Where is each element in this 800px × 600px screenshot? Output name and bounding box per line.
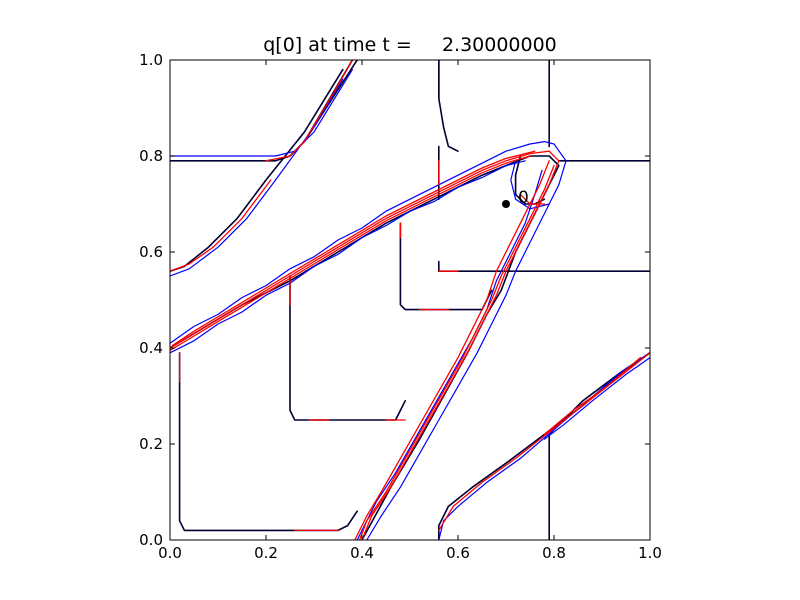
marker-layer: 0 [502, 188, 529, 208]
y-tick-label-3: 0.6 [139, 243, 163, 261]
contour-navy-line-0-4 [289, 275, 407, 421]
plot-frame [169, 59, 651, 541]
contour-blue-line-2-1 [170, 160, 526, 354]
x-tick-label-4: 0.8 [542, 544, 566, 562]
contour-red-line-3-18 [519, 193, 546, 205]
x-tick-label-1: 0.2 [254, 544, 278, 562]
contour-red-line-3-6 [265, 60, 354, 162]
y-tick-label-1: 0.2 [139, 435, 163, 453]
x-tick-label-3: 0.6 [446, 544, 470, 562]
y-tick-label-2: 0.4 [139, 339, 163, 357]
contour-blue-line-2-0 [170, 141, 567, 344]
contour-red-line-3-3 [361, 160, 560, 540]
contour-blue-line-2-2 [366, 160, 567, 540]
contour-red-line-3-9 [543, 356, 642, 436]
contour-navy-line-0-6 [514, 155, 546, 205]
y-tick-label-4: 0.8 [139, 147, 163, 165]
marker-point [502, 200, 510, 208]
axis-ticks: 0.0 0.2 0.4 0.6 0.8 1.0 0.0 0.2 0.4 0.6 0.8 1.0 [139, 51, 662, 562]
contour-blue-line-2-8 [510, 160, 550, 210]
y-tick-label-5: 1.0 [139, 51, 163, 69]
contour-blue-line-2-7 [543, 357, 650, 440]
contour-navy-line-0-3 [178, 351, 359, 532]
contour-red-line-3-2 [171, 150, 536, 347]
chart-title: q[0] at time t = 2.30000000 [263, 34, 557, 56]
marker-label: 0 [518, 188, 529, 208]
contour-blue-line-2-5 [170, 78, 344, 277]
plot-background [170, 60, 650, 540]
x-tick-label-2: 0.4 [350, 544, 374, 562]
contour-red-line-3-1 [170, 155, 531, 352]
x-tick-label-0: 0.0 [158, 544, 182, 562]
contour-blue-line-2-6 [438, 352, 650, 540]
contour-red-line-3-7 [170, 179, 272, 272]
contour-red-line-3-0 [170, 150, 560, 349]
x-tick-label-5: 1.0 [638, 544, 662, 562]
y-tick-label-0: 0.0 [139, 531, 163, 549]
contour-lines [170, 60, 650, 540]
contour-red-line-3-4 [358, 164, 555, 540]
contour-red-line-3-5 [354, 160, 550, 540]
